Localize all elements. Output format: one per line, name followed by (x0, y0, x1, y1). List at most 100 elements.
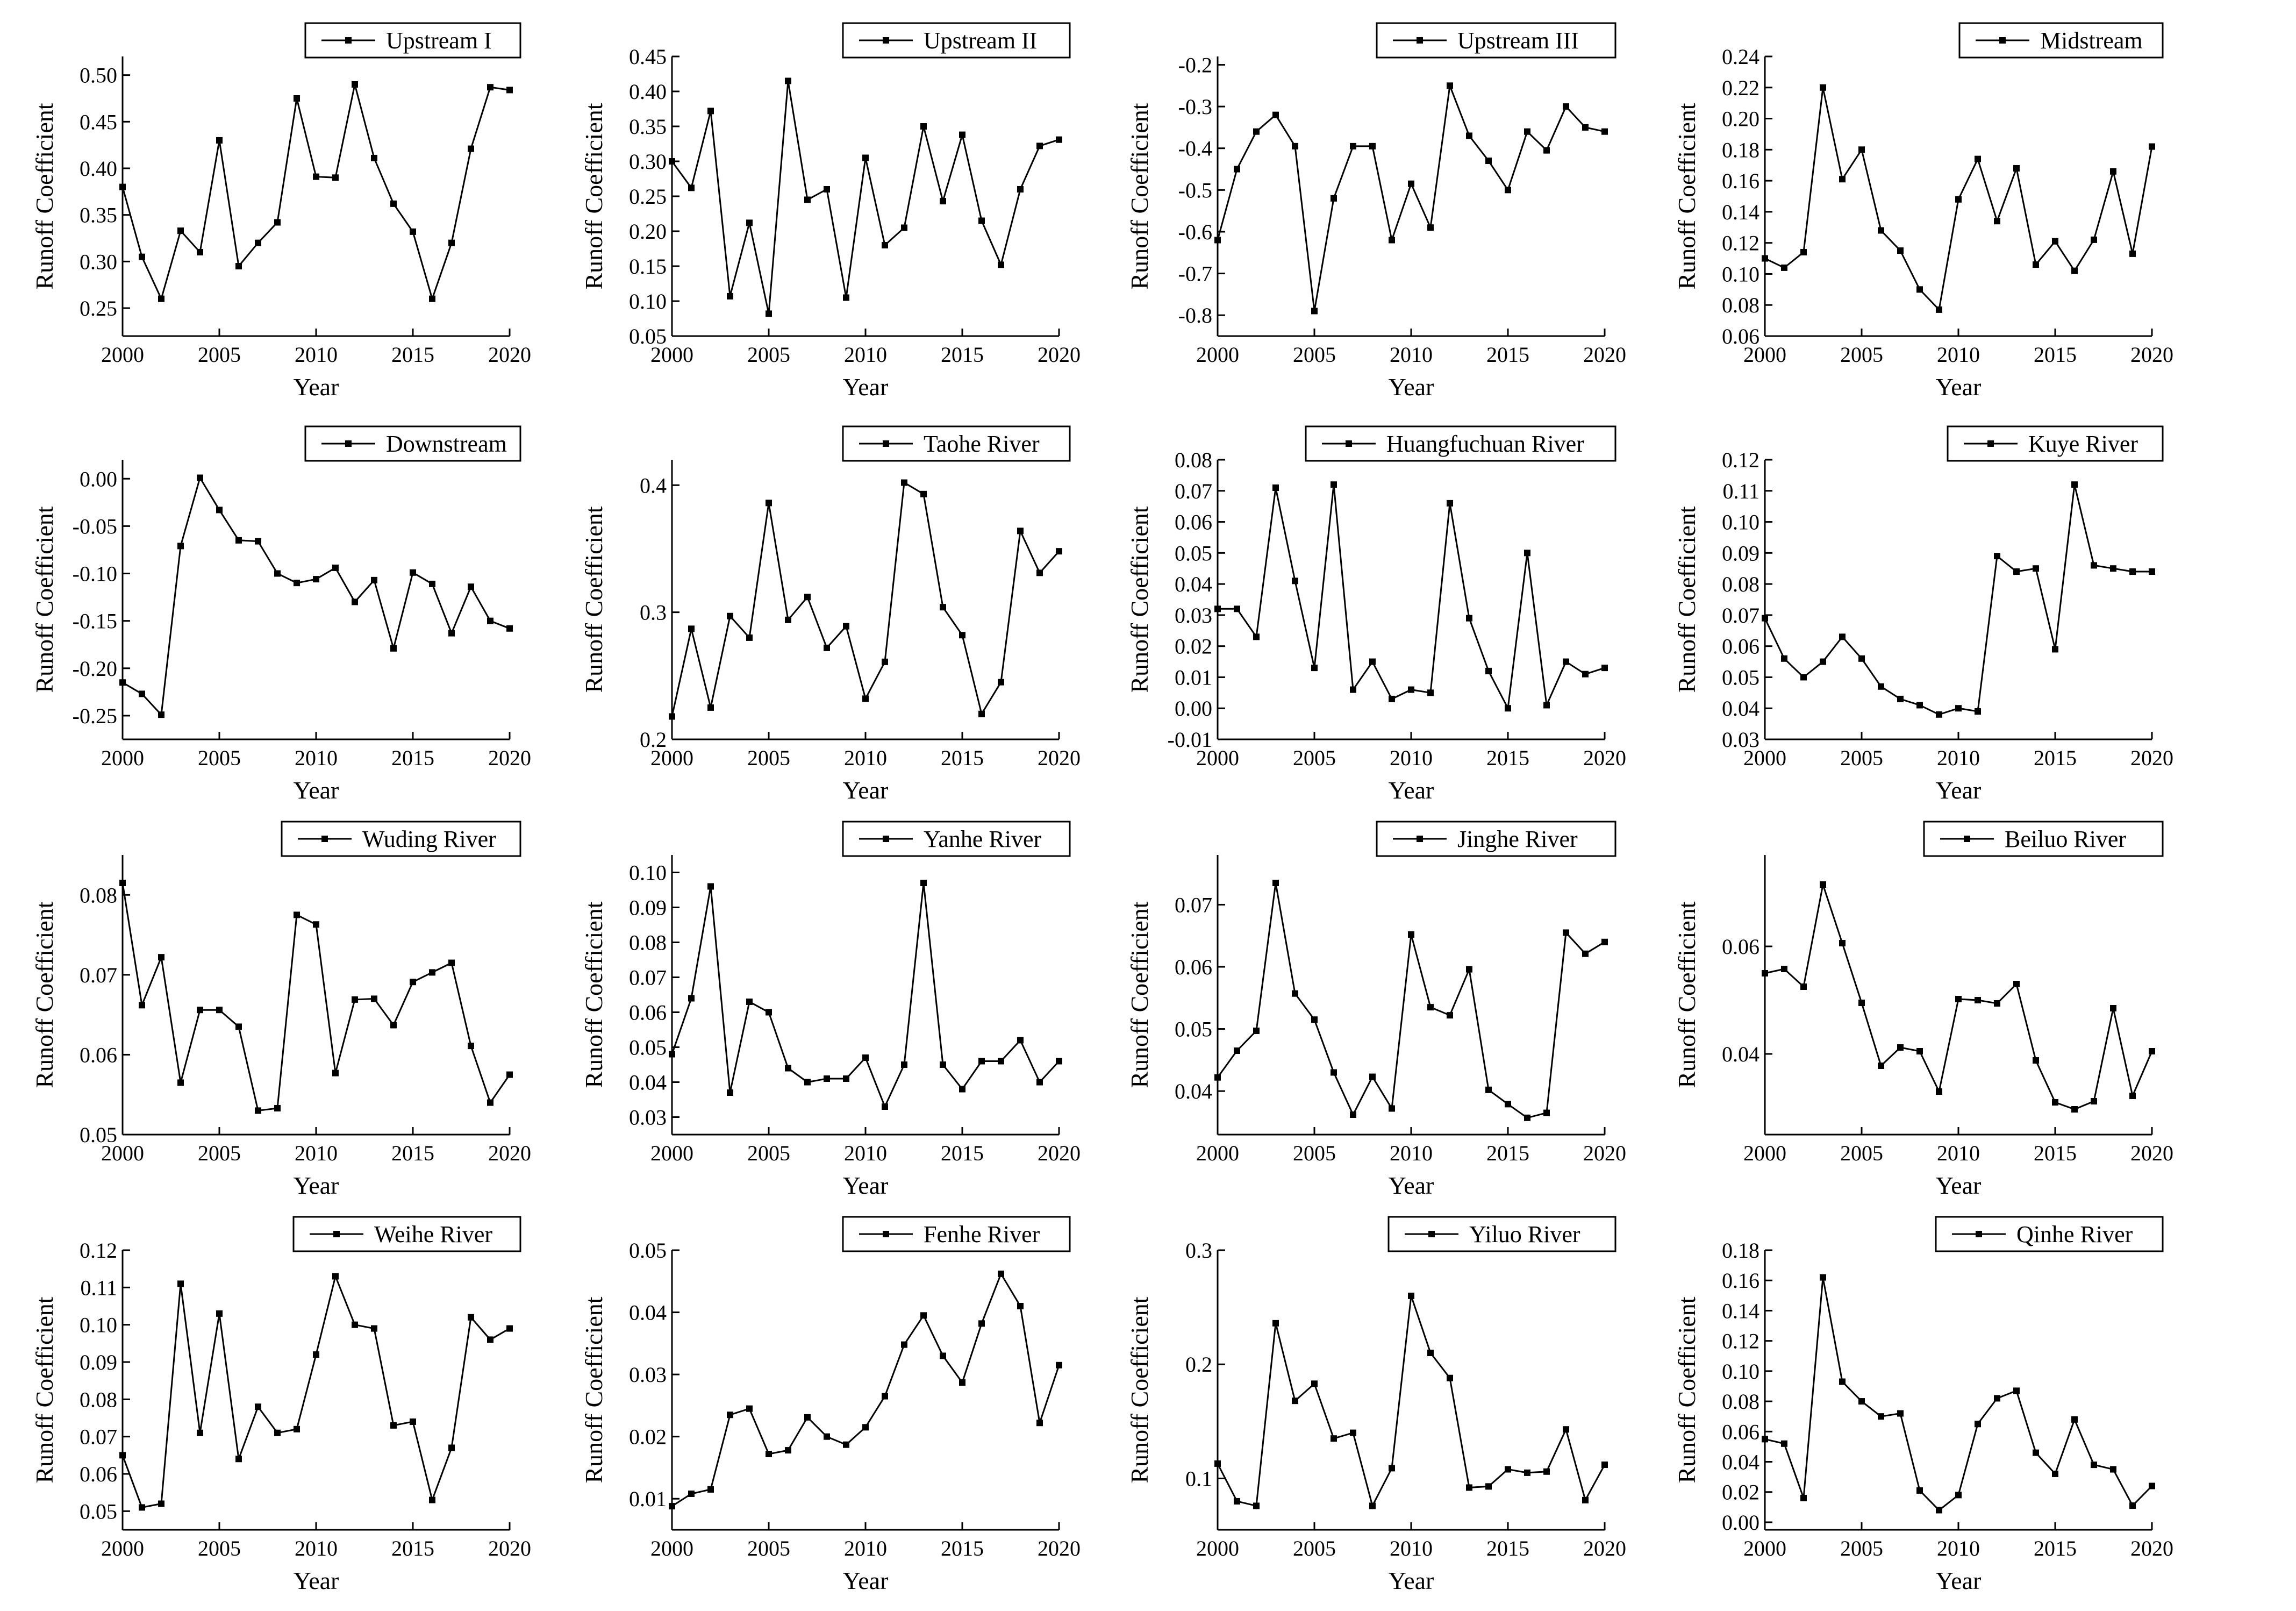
chart-2-data-point (843, 294, 849, 301)
chart-8-data-point (2149, 568, 2155, 575)
chart-1-y-tick-label: 0.30 (80, 250, 117, 274)
chart-4-data-point (2110, 168, 2116, 175)
chart-3-data-point (1505, 187, 1511, 194)
chart-4-x-axis-title: Year (1936, 373, 1982, 401)
chart-3-data-point (1292, 142, 1298, 149)
chart-8-data-point (2013, 568, 2020, 575)
chart-16-y-tick-label: 0.06 (1722, 1420, 1759, 1444)
chart-13-legend-marker (333, 1231, 340, 1237)
chart-3-data-point (1447, 82, 1453, 89)
chart-8-data-point (1839, 633, 1846, 640)
chart-2-data-point (882, 242, 888, 248)
chart-11-data-point (1292, 990, 1298, 997)
chart-4-legend-label: Midstream (2040, 27, 2143, 54)
chart-13-y-tick-label: 0.06 (80, 1462, 117, 1486)
chart-16-data-point (1916, 1487, 1923, 1494)
chart-1-data-point (468, 145, 474, 152)
chart-5-data-point (197, 474, 203, 481)
chart-2-x-tick-label: 2000 (650, 343, 693, 367)
chart-12-x-tick-label: 2020 (2130, 1141, 2173, 1165)
chart-9-y-tick-label: 0.05 (80, 1123, 117, 1147)
chart-8-data-point (1820, 658, 1826, 665)
chart-12-data-point (1936, 1088, 1942, 1095)
chart-11-data-point (1214, 1074, 1221, 1081)
chart-16-data-point (1897, 1410, 1904, 1417)
chart-8-data-point (1916, 702, 1923, 709)
chart-2-y-tick-label: 0.20 (629, 219, 667, 244)
chart-11-data-point (1427, 1004, 1434, 1011)
chart-2-x-tick-label: 2005 (747, 343, 790, 367)
chart-16-x-tick-label: 2015 (2034, 1536, 2077, 1560)
chart-3-data-point (1272, 111, 1279, 118)
chart-3-data-point (1253, 128, 1260, 135)
chart-1-y-tick-label: 0.40 (80, 156, 117, 181)
chart-9-series-line (121, 882, 511, 1112)
chart-6-data-point (707, 704, 714, 711)
chart-10-data-point (978, 1058, 985, 1065)
chart-10-data-point (727, 1089, 733, 1096)
chart-15-data-point (1331, 1435, 1337, 1442)
chart-1-data-point (313, 173, 319, 180)
chart-11-data-point (1311, 1016, 1318, 1023)
chart-4-data-point (2052, 238, 2058, 245)
chart-12-y-axis-title: Runoff Coefficient (1673, 901, 1700, 1088)
chart-5-data-point (235, 537, 242, 544)
chart-1-data-point (119, 183, 126, 190)
chart-2-legend-label: Upstream II (924, 27, 1037, 54)
chart-5-x-tick-label: 2000 (101, 746, 144, 770)
chart-12-legend-marker (1964, 836, 1970, 842)
chart-5-panel: -0.25 -0.20 -0.15 -0.10 -0.05 0.00 2000 2005 201… (31, 425, 531, 804)
chart-5-data-point (332, 564, 339, 571)
chart-14-data-point (978, 1320, 985, 1327)
chart-4-data-point (1800, 249, 1807, 255)
chart-13-x-tick-label: 2005 (198, 1536, 241, 1560)
chart-13-y-tick-label: 0.07 (80, 1425, 117, 1449)
chart-9-data-point (487, 1099, 493, 1106)
chart-6-x-tick-label: 2015 (941, 746, 984, 770)
chart-9-y-tick-label: 0.06 (80, 1043, 117, 1067)
chart-15-data-point (1234, 1498, 1240, 1505)
chart-6-x-tick-label: 2020 (1038, 746, 1081, 770)
chart-4-y-tick-label: 0.18 (1722, 138, 1759, 162)
chart-15-x-tick-label: 2015 (1486, 1536, 1529, 1560)
chart-10-y-tick-label: 0.09 (629, 896, 667, 920)
chart-1-data-point (235, 263, 242, 269)
chart-4-data-point (1975, 155, 1981, 162)
chart-13-data-point (371, 1325, 377, 1332)
chart-7-legend-label: Huangfuchuan River (1386, 431, 1584, 457)
chart-5-y-tick-label: -0.15 (73, 609, 117, 633)
chart-13-y-tick-label: 0.12 (80, 1238, 117, 1263)
chart-16-legend: Qinhe River (1935, 1216, 2164, 1252)
chart-7-data-point (1408, 686, 1414, 693)
chart-1-y-tick-label: 0.50 (80, 63, 117, 88)
chart-2-y-tick-label: 0.05 (629, 324, 667, 348)
chart-2-data-point (1017, 186, 1024, 193)
chart-16-data-point (1762, 1436, 1768, 1443)
chart-8-x-tick-label: 2010 (1937, 746, 1980, 770)
chart-11-data-point (1331, 1069, 1337, 1076)
chart-13-data-point (352, 1321, 358, 1328)
chart-13-x-tick-label: 2020 (488, 1536, 531, 1560)
chart-8-data-point (1858, 655, 1865, 662)
chart-11-series-line (1217, 882, 1605, 1119)
chart-7-data-point (1234, 605, 1240, 612)
chart-15-data-point (1389, 1465, 1395, 1472)
chart-8-legend-marker (1987, 440, 1994, 447)
chart-1-data-point (390, 200, 397, 207)
chart-4-y-tick-label: 0.08 (1722, 293, 1759, 317)
chart-1-x-axis-title: Year (294, 373, 339, 401)
chart-7-legend: Huangfuchuan River (1305, 425, 1617, 462)
chart-8-y-tick-label: 0.05 (1722, 665, 1759, 689)
chart-16-data-point (2129, 1502, 2136, 1509)
chart-7-y-tick-label: 0.02 (1175, 635, 1212, 659)
chart-16-x-axis-title: Year (1936, 1567, 1982, 1594)
chart-6-panel: 0.2 0.3 0.4 2000 2005 2010 2015 2020 Year Runoff … (580, 425, 1081, 804)
chart-2-data-point (978, 217, 985, 224)
chart-7-data-point (1427, 689, 1434, 696)
chart-9-data-point (235, 1023, 242, 1030)
chart-15-data-point (1466, 1484, 1472, 1491)
chart-3-data-point (1466, 132, 1472, 139)
chart-12-legend: Beiluo River (1923, 821, 2164, 857)
chart-13-y-tick-label: 0.10 (80, 1313, 117, 1337)
chart-13-data-point (119, 1452, 126, 1459)
